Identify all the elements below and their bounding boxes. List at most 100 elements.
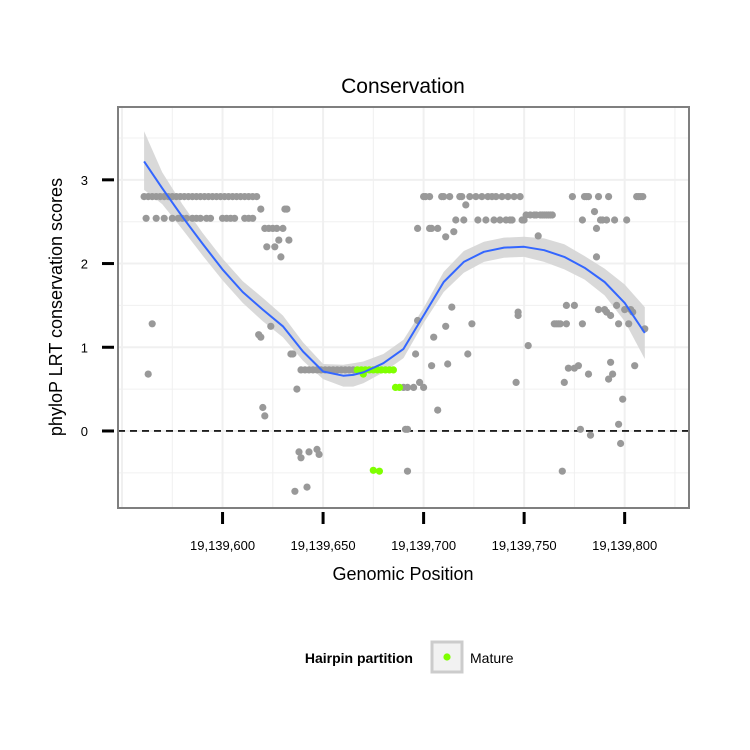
other-point [257,333,265,341]
other-point [446,193,454,201]
other-point [428,362,436,370]
other-point [315,450,323,458]
other-point [271,243,279,251]
other-point [615,420,623,428]
other-point [482,216,490,224]
other-point [514,308,522,316]
mature-point [395,383,404,391]
legend: Hairpin partition Mature [305,640,514,674]
x-axis: 19,139,600 19,139,650 19,139,700 19,139,750… [190,512,657,553]
other-point [160,214,168,222]
x-tick-label: 19,139,650 [291,538,356,553]
other-point [472,193,480,201]
other-point [434,224,442,232]
other-point [403,383,412,391]
other-point [611,216,619,224]
other-point [548,211,556,219]
other-point [206,214,215,222]
other-point [460,216,468,224]
other-point [273,224,281,232]
other-point [605,193,613,201]
y-tick-label: 1 [81,340,88,355]
other-point [576,425,585,433]
other-point [261,412,269,420]
other-point [410,383,418,391]
other-point [263,243,271,251]
other-point [592,224,601,232]
chart-title: Conservation [341,75,465,98]
other-point [267,322,275,330]
other-point [293,385,301,393]
other-point [257,205,265,213]
other-point [277,253,285,261]
other-point [607,311,615,320]
x-tick-label: 19,139,800 [592,538,657,553]
other-point [524,342,532,350]
legend-label-mature: Mature [470,650,514,666]
y-axis: 0 1 2 3 [81,173,114,439]
y-tick-label: 0 [81,424,88,439]
other-point [275,236,283,244]
other-point [498,193,506,201]
other-point [594,193,603,201]
other-point [450,228,458,236]
other-point [619,395,627,403]
other-point [458,193,466,201]
other-point [496,216,504,224]
mature-point [389,366,397,374]
y-tick-label: 2 [81,257,88,272]
other-point [297,454,305,462]
other-point [152,214,160,222]
mature-point [375,467,383,475]
other-point [468,320,476,328]
other-point [639,193,647,201]
other-point [142,214,150,222]
other-point [444,360,452,368]
smooth-line [143,160,646,377]
other-point [615,320,623,328]
confidence-band [144,131,645,387]
mature-point [369,466,377,474]
other-point [414,224,422,232]
other-point [562,301,571,309]
y-axis-label: phyloP LRT conservation scores [46,178,66,436]
other-point [168,214,176,222]
other-point [285,236,293,244]
other-point [253,193,261,201]
other-point [279,224,287,232]
other-point [291,487,299,495]
other-point [403,467,412,475]
x-axis-label: Genomic Position [332,564,473,584]
other-point [586,431,595,439]
other-point [295,448,303,456]
other-point [448,303,456,311]
other-point [440,193,448,201]
other-point [478,193,486,201]
other-point [430,333,438,341]
other-point [560,378,568,386]
panel-background [118,107,689,508]
other-point [623,216,631,224]
other-point [562,320,571,328]
other-point [564,364,573,372]
other-point [609,370,617,378]
other-point [428,224,436,232]
other-point [625,320,633,328]
other-point [534,232,542,240]
other-point [452,216,460,224]
other-point [416,378,424,386]
other-point [283,205,291,213]
other-point [621,306,629,314]
other-point [510,193,518,201]
other-point [512,378,520,386]
other-point [303,483,311,491]
other-point [442,322,450,330]
other-point [590,208,599,216]
other-point [516,193,524,201]
confidence-ribbon [144,131,645,387]
other-point [403,425,412,433]
x-tick-label: 19,139,750 [492,538,557,553]
other-point [508,216,516,224]
other-point [617,439,625,448]
